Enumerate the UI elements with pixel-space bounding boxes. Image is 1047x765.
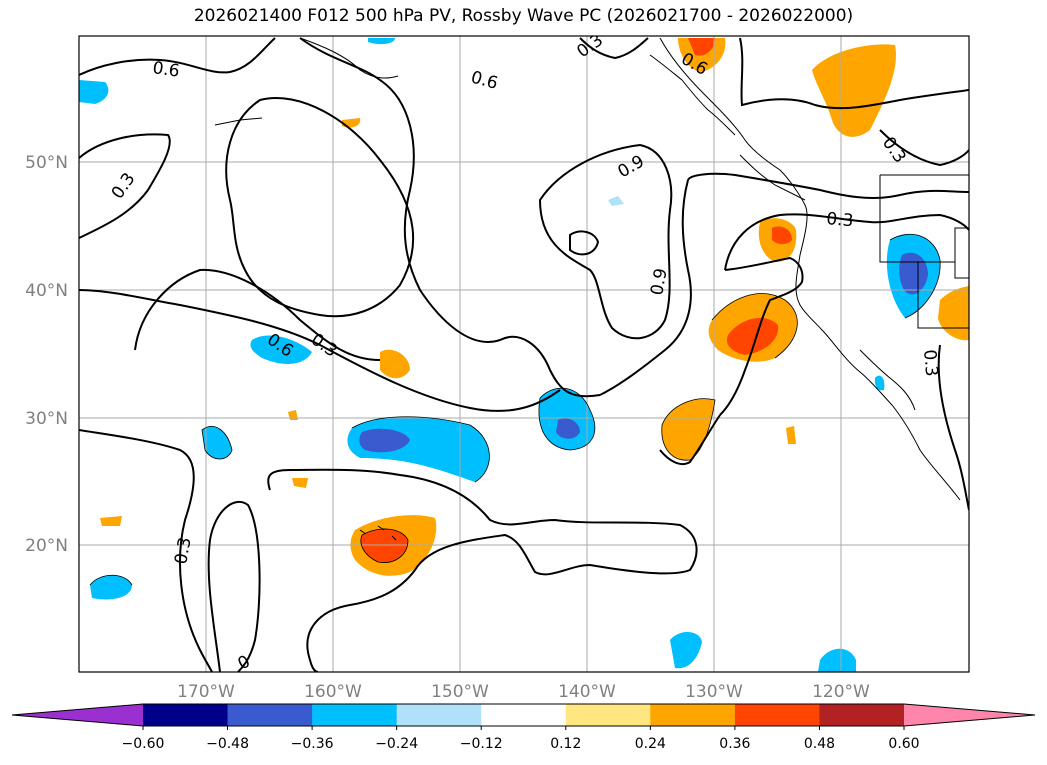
colorbar-segment: [481, 704, 567, 726]
pv-positive-patch: [380, 349, 410, 379]
pv-negative-patch: [608, 196, 624, 206]
colorbar-tick-label: −0.48: [206, 736, 249, 752]
pv-positive-patch: [938, 286, 969, 341]
pv-negative-patch: [368, 38, 395, 45]
lat-label-30n: 30°N: [25, 409, 68, 429]
pv-negative-core: [899, 252, 928, 295]
contour-label: 0.9: [647, 267, 671, 297]
colorbar-tick-label: 0.36: [719, 736, 750, 752]
pv-negative-core: [556, 418, 580, 439]
contour-label: 0.6: [151, 58, 181, 82]
latitude-labels: 50°N 40°N 30°N 20°N: [25, 153, 68, 556]
lon-label-130w: 130°W: [685, 682, 743, 702]
lat-label-20n: 20°N: [25, 536, 68, 556]
colorbar-segment: [312, 704, 398, 726]
colorbar-tick-label: −0.36: [291, 736, 334, 752]
lat-label-40n: 40°N: [25, 281, 68, 301]
lon-label-170w: 170°W: [177, 682, 235, 702]
pv-positive-core: [772, 226, 792, 245]
pv-positive-patch: [812, 44, 896, 137]
lat-label-50n: 50°N: [25, 153, 68, 173]
contour-label: 0.3: [826, 209, 855, 231]
pv-negative-patch: [250, 335, 312, 364]
longitude-labels: 170°W 160°W 150°W 140°W 130°W 120°W: [177, 682, 870, 702]
pv-positive-core: [360, 528, 408, 563]
colorbar-segment: [396, 704, 482, 726]
colorbar-segment: [819, 704, 905, 726]
lon-label-150w: 150°W: [431, 682, 489, 702]
lon-label-140w: 140°W: [558, 682, 616, 702]
fill-outlines: [89, 233, 941, 586]
colorbar-tick-label: 0.12: [550, 736, 581, 752]
pv-negative-patch: [818, 648, 856, 672]
pv-negative-patch: [670, 631, 702, 669]
lon-label-160w: 160°W: [304, 682, 362, 702]
colorbar: −0.60 −0.48 −0.36 −0.24 −0.12 0.12 0.24 0.36 0.4…: [11, 703, 1036, 752]
map-background: [79, 36, 969, 672]
pv-positive-core: [688, 38, 715, 56]
colorbar-tick-label: −0.12: [460, 736, 503, 752]
pv-negative-core: [359, 428, 410, 453]
pv-positive-patch: [100, 516, 122, 526]
map-frame: [78, 35, 970, 673]
colorbar-tick-label: 0.24: [635, 736, 666, 752]
map-grid: [79, 36, 969, 672]
map-panel: 0.6 0.6 0.3 0.6 0.3 0.9 0.9 0.3 0.3 0.6 …: [78, 35, 970, 673]
colorbar-segment: [734, 704, 820, 726]
pv-positive-patch: [292, 478, 308, 488]
pc-contours: [79, 37, 969, 672]
coastlines: [214, 37, 969, 541]
colorbar-extend-high: [904, 704, 1035, 726]
colorbar-segment: [650, 704, 736, 726]
colorbar-segment: [227, 704, 313, 726]
plot-title: 2026021400 F012 500 hPa PV, Rossby Wave …: [193, 6, 854, 26]
pv-positive-core: [726, 317, 779, 355]
lon-label-120w: 120°W: [812, 682, 870, 702]
colorbar-tick-label: −0.24: [375, 736, 418, 752]
pv-negative-patch: [79, 80, 109, 104]
colorbar-segment: [143, 704, 229, 726]
colorbar-tick-label: −0.60: [122, 736, 165, 752]
colorbar-tick-label: 0.48: [804, 736, 835, 752]
colorbar-segment: [565, 704, 651, 726]
pv-negative-patch: [874, 375, 885, 391]
pv-positive-patch: [786, 426, 796, 444]
pv-negative-patch: [90, 575, 132, 600]
colorbar-extend-low: [12, 704, 143, 726]
colorbar-tick-label: 0.60: [888, 736, 919, 752]
contour-label: 0.3: [171, 536, 195, 566]
pv-negative-patch: [202, 426, 232, 459]
contour-label: 0.3: [919, 349, 941, 378]
